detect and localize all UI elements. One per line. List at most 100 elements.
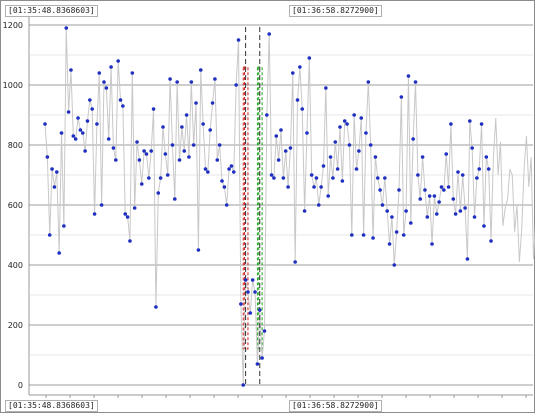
data-point	[142, 149, 146, 153]
data-point	[90, 107, 94, 111]
data-point	[47, 233, 52, 237]
data-point	[345, 122, 349, 126]
data-point	[45, 155, 50, 159]
data-point	[187, 155, 191, 159]
data-point	[364, 131, 368, 135]
data-point	[104, 86, 109, 90]
data-point	[267, 32, 272, 36]
data-point	[286, 185, 290, 189]
data-point	[281, 176, 286, 180]
data-point	[229, 164, 234, 168]
data-point	[102, 80, 106, 84]
data-point	[118, 98, 123, 102]
y-tick-label: 0	[18, 381, 23, 390]
data-point	[375, 176, 380, 180]
data-point	[206, 170, 210, 174]
data-point	[439, 185, 444, 189]
data-point	[291, 71, 295, 75]
data-point	[432, 194, 437, 198]
data-point	[479, 122, 484, 126]
data-point	[147, 176, 151, 180]
data-point	[378, 188, 382, 192]
data-point	[97, 71, 102, 75]
data-point	[203, 167, 208, 171]
data-point	[198, 68, 203, 72]
data-point	[326, 194, 331, 198]
data-point	[255, 362, 260, 366]
data-point	[300, 107, 305, 111]
data-point	[319, 185, 323, 189]
data-point	[437, 200, 441, 204]
data-point	[486, 167, 491, 171]
data-point	[312, 185, 316, 189]
data-point	[253, 290, 257, 294]
data-point	[465, 257, 470, 261]
y-tick-label: 200	[8, 321, 23, 330]
data-point	[175, 80, 179, 84]
data-point	[66, 110, 71, 114]
data-point	[397, 188, 401, 192]
data-point	[92, 212, 97, 216]
data-point	[394, 230, 399, 234]
data-point	[165, 173, 170, 177]
data-point	[189, 80, 194, 84]
data-point	[135, 140, 139, 144]
data-point	[295, 98, 300, 102]
data-point	[128, 239, 132, 243]
data-point	[383, 176, 387, 180]
data-point	[385, 209, 390, 213]
data-point	[387, 242, 392, 246]
data-point	[232, 170, 236, 174]
data-point	[293, 260, 297, 264]
data-point	[451, 197, 456, 201]
data-point	[248, 311, 253, 315]
data-point	[484, 155, 489, 159]
data-point	[347, 143, 352, 147]
data-point	[125, 215, 130, 219]
data-point	[52, 185, 57, 189]
data-point	[130, 71, 135, 75]
data-point	[227, 167, 231, 171]
data-point	[423, 188, 427, 192]
data-point	[239, 302, 243, 306]
data-point	[489, 239, 493, 243]
data-point	[201, 122, 205, 126]
data-point	[210, 101, 215, 105]
data-point	[194, 101, 198, 105]
data-point	[55, 170, 59, 174]
data-point	[302, 209, 307, 213]
data-point	[250, 278, 255, 282]
y-tick-label: 1000	[3, 81, 23, 90]
data-point	[69, 68, 73, 72]
timestamp-top-left: [01:35:48.8368603]	[5, 5, 98, 17]
y-tick-label: 1200	[3, 21, 23, 30]
data-point	[234, 83, 238, 87]
data-point	[307, 56, 312, 60]
data-point	[163, 152, 168, 156]
data-point	[78, 128, 83, 132]
data-point	[260, 356, 264, 360]
timestamp-top-right: [01:36:58.8272900]	[289, 5, 382, 17]
data-point	[62, 224, 66, 228]
y-tick-label: 400	[8, 261, 23, 270]
data-point	[236, 38, 241, 42]
data-point	[472, 215, 477, 219]
data-point	[215, 158, 220, 162]
data-point	[354, 167, 359, 171]
data-point	[257, 308, 262, 312]
data-point	[109, 65, 113, 69]
data-point	[182, 149, 187, 153]
data-point	[453, 212, 458, 216]
data-point	[276, 158, 281, 162]
data-point	[399, 95, 404, 99]
data-point	[449, 122, 453, 126]
data-point	[88, 98, 92, 102]
data-point	[222, 185, 227, 189]
data-point	[366, 80, 371, 84]
data-point	[262, 329, 267, 333]
data-point	[158, 176, 163, 180]
data-point	[224, 203, 229, 207]
data-point	[425, 215, 430, 219]
data-point	[161, 125, 165, 129]
